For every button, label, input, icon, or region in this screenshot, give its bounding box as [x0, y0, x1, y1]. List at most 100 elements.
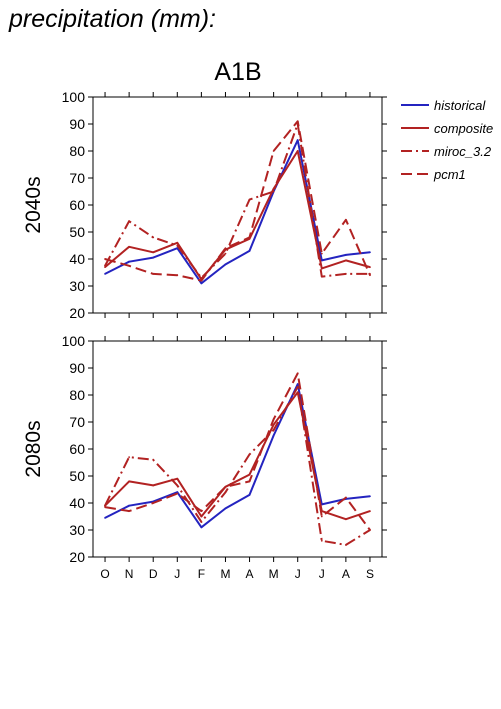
- y-tick-label: 30: [69, 278, 85, 294]
- data-point-historical: [224, 507, 227, 510]
- data-point-historical: [200, 526, 203, 529]
- data-point-miroc_3.2: [272, 429, 275, 431]
- series-line-composite: [104, 391, 371, 521]
- data-point-miroc_3.2: [200, 521, 203, 523]
- data-point-pcm1: [369, 274, 371, 277]
- panel-2040s: 20 30 40 50 60 70 80 90 100 2040s: [22, 89, 387, 321]
- x-tick-label: J: [319, 567, 325, 581]
- legend-label: pcm1: [433, 167, 466, 182]
- data-point-pcm1: [152, 502, 155, 504]
- data-point-composite: [152, 251, 155, 254]
- data-point-miroc_3.2: [128, 220, 131, 223]
- y-axis-label: 2040s: [22, 176, 45, 233]
- x-tick-label: N: [125, 567, 134, 581]
- data-point-miroc_3.2: [176, 244, 179, 247]
- series-line-historical: [104, 383, 371, 529]
- data-point-pcm1: [320, 252, 323, 255]
- data-point-historical: [248, 494, 251, 496]
- series-line-miroc_3.2: [104, 123, 370, 279]
- data-point-composite: [344, 259, 347, 262]
- plot-frame: [92, 96, 383, 314]
- data-point-historical: [296, 139, 299, 142]
- data-point-pcm1: [272, 150, 275, 152]
- y-tick-label: 70: [69, 170, 85, 186]
- data-point-miroc_3.2: [176, 484, 179, 487]
- data-point-historical: [128, 260, 131, 263]
- data-point-miroc_3.2: [104, 264, 106, 267]
- series-line-pcm1: [104, 372, 371, 531]
- page-heading: precipitation (mm):: [8, 5, 216, 33]
- data-point-miroc_3.2: [296, 386, 299, 388]
- data-point-pcm1: [296, 372, 299, 375]
- data-point-historical: [224, 263, 227, 266]
- y-tick-label: 20: [69, 549, 85, 565]
- data-point-pcm1: [369, 529, 371, 531]
- legend-label: miroc_3.2: [434, 144, 492, 159]
- y-tick-label: 60: [69, 197, 85, 213]
- data-point-pcm1: [248, 236, 251, 239]
- data-point-pcm1: [104, 506, 106, 508]
- data-point-pcm1: [152, 272, 155, 275]
- y-tick-label: 20: [69, 305, 85, 321]
- data-point-historical: [104, 272, 106, 275]
- data-point-composite: [296, 150, 299, 152]
- data-point-composite: [200, 515, 203, 518]
- data-point-composite: [369, 510, 371, 512]
- y-tick-label: 80: [69, 387, 85, 403]
- data-point-miroc_3.2: [344, 272, 347, 275]
- x-tick-label: F: [198, 567, 205, 581]
- data-point-pcm1: [344, 218, 347, 221]
- x-tick-label: J: [174, 567, 180, 581]
- series-line-pcm1: [104, 120, 371, 282]
- data-point-miroc_3.2: [320, 539, 323, 542]
- y-tick-label: 50: [69, 224, 85, 240]
- y-tick-label: 50: [69, 468, 85, 484]
- data-point-historical: [248, 250, 251, 252]
- data-point-historical: [104, 516, 106, 519]
- data-point-historical: [272, 434, 275, 437]
- data-point-miroc_3.2: [224, 252, 227, 255]
- chart-panels: 20 30 40 50 60 70 80 90 100 2040s 20 30 40 50 60 70 80 90…: [22, 89, 387, 581]
- y-tick-label: 40: [69, 251, 85, 267]
- data-point-historical: [369, 495, 371, 498]
- data-point-pcm1: [176, 492, 179, 495]
- y-tick-label: 60: [69, 441, 85, 457]
- data-point-composite: [369, 266, 371, 268]
- data-point-composite: [296, 391, 299, 394]
- x-tick-label: M: [220, 567, 230, 581]
- data-point-miroc_3.2: [224, 491, 227, 494]
- data-point-miroc_3.2: [248, 198, 251, 201]
- data-point-miroc_3.2: [128, 456, 131, 458]
- data-point-pcm1: [320, 515, 323, 518]
- data-point-pcm1: [248, 480, 251, 483]
- plot-frame: [92, 340, 383, 558]
- x-tick-label: O: [100, 567, 109, 581]
- data-point-historical: [296, 383, 299, 386]
- data-point-composite: [320, 267, 323, 270]
- y-tick-label: 80: [69, 143, 85, 159]
- data-point-pcm1: [272, 418, 275, 421]
- data-point-historical: [200, 282, 203, 285]
- data-point-pcm1: [200, 279, 203, 282]
- x-tick-label: A: [342, 567, 350, 581]
- data-point-composite: [344, 518, 347, 521]
- data-point-miroc_3.2: [272, 190, 275, 193]
- data-point-miroc_3.2: [152, 236, 155, 239]
- data-point-composite: [104, 266, 106, 268]
- data-point-miroc_3.2: [200, 277, 203, 279]
- scenario-title: A1B: [214, 58, 261, 86]
- x-tick-label: S: [366, 567, 374, 581]
- y-tick-label: 90: [69, 116, 85, 132]
- legend: historical composite miroc_3.2 pcm1: [401, 98, 493, 182]
- series-line-miroc_3.2: [104, 385, 371, 546]
- data-point-composite: [128, 245, 131, 248]
- panel-2080s: 20 30 40 50 60 70 80 90 100 O N D J F M A M J J A S 2080s: [22, 333, 387, 581]
- y-tick-label: 100: [62, 89, 86, 105]
- data-point-pcm1: [104, 258, 106, 260]
- legend-label: historical: [434, 98, 486, 113]
- x-tick-label: D: [149, 567, 158, 581]
- data-point-pcm1: [296, 120, 299, 123]
- data-point-historical: [344, 254, 347, 256]
- y-tick-label: 40: [69, 495, 85, 511]
